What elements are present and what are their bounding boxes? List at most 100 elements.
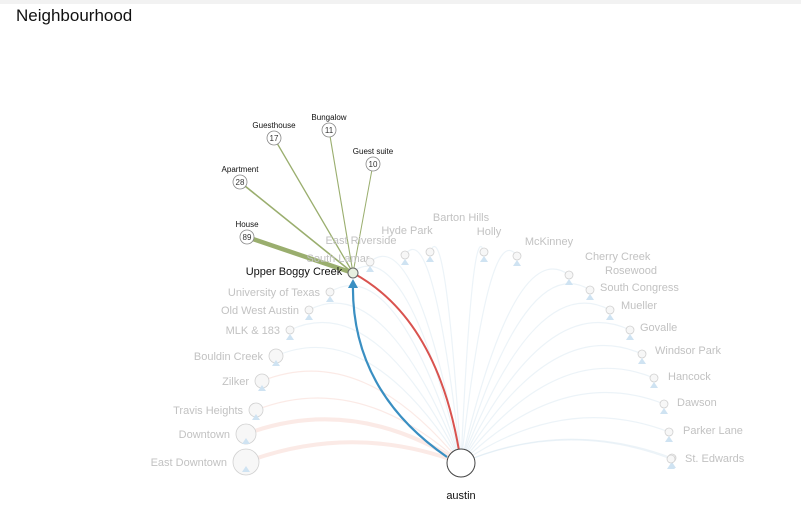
arrow-marker bbox=[660, 408, 668, 414]
neighbourhood-node[interactable] bbox=[285, 325, 295, 335]
neighbourhood-label: McKinney bbox=[525, 236, 574, 248]
neighbourhood-label: South Lamar bbox=[307, 253, 370, 265]
neighbourhood-node[interactable] bbox=[666, 454, 676, 464]
neighbourhood-node[interactable] bbox=[304, 305, 314, 315]
neighbourhood-node[interactable] bbox=[585, 285, 595, 295]
arrow-marker bbox=[480, 256, 488, 262]
type-count: 10 bbox=[369, 160, 378, 169]
arrow-marker bbox=[586, 294, 594, 300]
neighbourhood-label: Cherry Creek bbox=[585, 251, 651, 263]
arrow-marker bbox=[626, 334, 634, 340]
page-title: Neighbourhood bbox=[16, 6, 133, 25]
faint-link bbox=[460, 417, 670, 464]
type-label: Guest suite bbox=[353, 147, 394, 156]
arrow-marker bbox=[272, 360, 280, 366]
property-type-nodes: 89 House 28 Apartment 17 Guesthouse 11 Bungalow… bbox=[222, 113, 394, 245]
neighbourhood-node[interactable] bbox=[512, 251, 522, 261]
arrow-marker bbox=[401, 259, 409, 265]
faint-link bbox=[245, 440, 462, 465]
arrow-marker bbox=[426, 256, 434, 262]
neighbourhood-node[interactable] bbox=[400, 250, 410, 260]
type-label: Guesthouse bbox=[252, 121, 296, 130]
faint-link bbox=[351, 265, 462, 464]
neighbourhood-label: East Downtown bbox=[151, 457, 227, 469]
type-count: 28 bbox=[236, 178, 245, 187]
property-type-links bbox=[239, 129, 374, 276]
type-node[interactable] bbox=[266, 130, 282, 146]
neighbourhood-node[interactable] bbox=[625, 325, 635, 335]
neighbourhood-node[interactable] bbox=[659, 399, 669, 409]
selected-links: Upper Boggy Creek bbox=[246, 266, 462, 464]
selected-node[interactable] bbox=[347, 267, 359, 279]
faint-link bbox=[460, 249, 518, 464]
arrow-marker bbox=[606, 314, 614, 320]
arrow-marker bbox=[305, 314, 313, 320]
neighbourhood-label: Windsor Park bbox=[655, 345, 722, 357]
faint-link bbox=[429, 246, 462, 464]
type-node[interactable] bbox=[239, 229, 255, 245]
type-link bbox=[352, 163, 374, 274]
neighbourhood-label: Govalle bbox=[640, 322, 677, 334]
neighbourhood-label: Bouldin Creek bbox=[194, 351, 264, 363]
neighbourhood-label: Travis Heights bbox=[173, 405, 243, 417]
neighbourhood-node[interactable] bbox=[325, 287, 335, 297]
arrow-marker bbox=[667, 463, 675, 469]
neighbourhood-node[interactable] bbox=[365, 257, 375, 267]
arrow-marker bbox=[665, 436, 673, 442]
type-link bbox=[273, 137, 354, 274]
arrow-marker bbox=[565, 279, 573, 285]
neighbourhood-node[interactable] bbox=[232, 448, 260, 476]
city-label: austin bbox=[446, 490, 475, 502]
type-link bbox=[239, 181, 354, 274]
neighbourhood-label: St. Edwards bbox=[685, 453, 745, 465]
type-label: House bbox=[235, 220, 259, 229]
faint-link bbox=[255, 397, 462, 464]
type-link bbox=[328, 129, 354, 274]
faint-link bbox=[460, 367, 655, 464]
neighbourhood-label: Downtown bbox=[179, 429, 230, 441]
faint-link bbox=[460, 268, 570, 464]
arrow-marker bbox=[258, 385, 266, 391]
neighbourhood-node[interactable] bbox=[637, 349, 647, 359]
faint-link bbox=[460, 345, 643, 464]
faint-link bbox=[289, 321, 462, 464]
neighbourhood-label: South Congress bbox=[600, 282, 679, 294]
type-count: 17 bbox=[270, 134, 279, 143]
type-count: 89 bbox=[243, 233, 252, 242]
incoming-arrow bbox=[348, 279, 358, 288]
type-count: 11 bbox=[325, 126, 334, 135]
neighbourhood-node[interactable] bbox=[605, 305, 615, 315]
outgoing-link bbox=[352, 272, 462, 464]
neighbourhood-node[interactable] bbox=[664, 427, 674, 437]
neighbourhood-label: University of Texas bbox=[228, 287, 321, 299]
neighbourhood-label: Holly bbox=[477, 226, 502, 238]
faint-link bbox=[460, 283, 591, 464]
faint-link bbox=[261, 370, 462, 464]
arrow-marker bbox=[242, 466, 250, 472]
faint-link bbox=[275, 346, 462, 464]
neighbourhood-node[interactable] bbox=[564, 270, 574, 280]
type-node[interactable] bbox=[232, 174, 248, 190]
city-node-group: austin bbox=[446, 448, 476, 502]
neighbourhood-label: MLK & 183 bbox=[226, 325, 280, 337]
faint-link bbox=[460, 439, 672, 464]
neighbourhood-node[interactable] bbox=[425, 247, 435, 257]
city-node[interactable] bbox=[446, 448, 476, 478]
type-node[interactable] bbox=[321, 122, 337, 138]
faint-links bbox=[245, 246, 673, 465]
type-node[interactable] bbox=[365, 156, 381, 172]
arrow-marker bbox=[242, 438, 250, 444]
arrow-marker bbox=[513, 260, 521, 266]
faint-link bbox=[460, 321, 631, 464]
type-label: Apartment bbox=[222, 165, 260, 174]
neighbourhood-node[interactable] bbox=[479, 247, 489, 257]
neighbourhood-node[interactable] bbox=[649, 373, 659, 383]
neighbourhood-label: Rosewood bbox=[605, 265, 657, 277]
type-link bbox=[246, 234, 354, 276]
neighbourhood-label: Old West Austin bbox=[221, 305, 299, 317]
neighbourhood-nodes: East Downtown Downtown Travis Heights Zilke… bbox=[151, 212, 745, 476]
faint-link bbox=[460, 302, 611, 464]
top-bar bbox=[0, 0, 801, 4]
arrow-marker bbox=[326, 296, 334, 302]
